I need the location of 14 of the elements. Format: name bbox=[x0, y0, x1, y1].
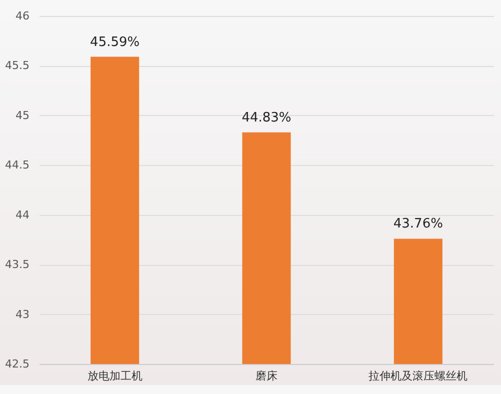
y-tick-label: 43 bbox=[16, 308, 30, 321]
data-label: 45.59% bbox=[90, 34, 140, 50]
y-tick-label: 45 bbox=[16, 108, 30, 122]
y-tick-label: 42.5 bbox=[5, 358, 30, 370]
data-label: 44.83% bbox=[242, 110, 292, 126]
y-tick-label: 44.5 bbox=[5, 158, 30, 172]
y-tick-label: 43.5 bbox=[5, 258, 30, 272]
data-label: 43.76% bbox=[393, 216, 443, 232]
x-tick-label: 拉伸机及滚压螺丝机 bbox=[368, 370, 468, 382]
x-tick-label: 磨床 bbox=[256, 370, 278, 382]
y-tick-label: 44 bbox=[16, 208, 30, 222]
x-tick-label: 放电加工机 bbox=[87, 370, 142, 382]
y-tick-label: 45.5 bbox=[5, 59, 30, 72]
y-tick-label: 46 bbox=[16, 10, 30, 22]
